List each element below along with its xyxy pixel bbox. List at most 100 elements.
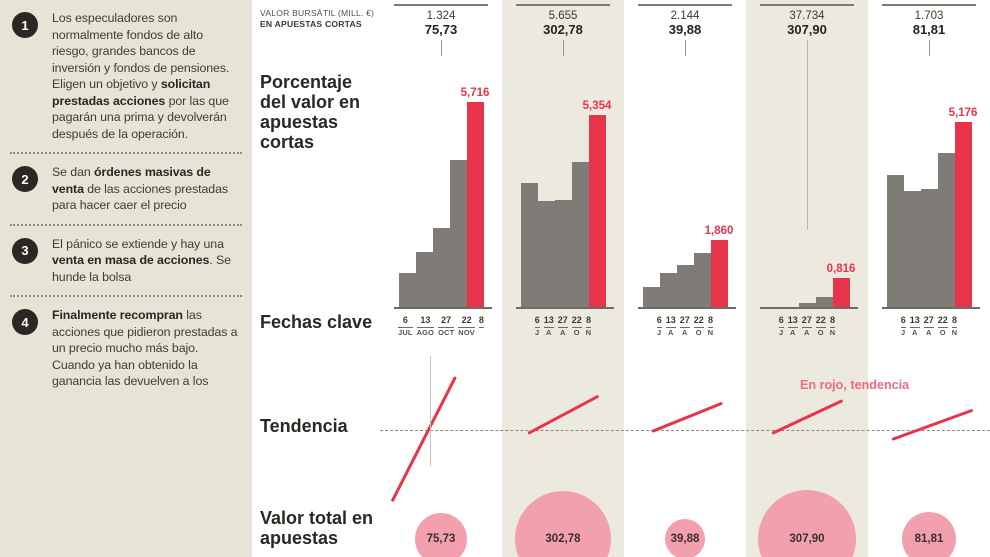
bar-baseline (760, 307, 858, 309)
date-rule (787, 326, 798, 328)
step-item-4: 4 Finalmente recompran las acciones que p… (0, 297, 252, 400)
bar-item (537, 201, 555, 307)
column-header-5: 1.703 81,81 (868, 4, 990, 57)
date-month: A (803, 327, 810, 337)
step-text: Se dan órdenes masivas de venta de las a… (52, 165, 228, 212)
short-bets-value: 75,73 (424, 22, 458, 38)
date-cell: 6 JUL (398, 315, 413, 337)
date-rule (829, 326, 836, 328)
date-month: A (911, 327, 918, 337)
short-bets-value: 39,88 (668, 22, 702, 38)
header-tick-mark (684, 40, 686, 57)
row-label-porcentaje: Porcentaje del valor en apuestas cortas (260, 72, 361, 153)
date-day: 22 (815, 315, 826, 325)
column-header-4: 37.734 307,90 (746, 4, 868, 231)
value-bubble-5: 81,81 (902, 512, 956, 557)
date-month: A (667, 327, 674, 337)
date-rule (398, 326, 413, 328)
bar-group-5: 5,176 (868, 57, 990, 307)
date-day: 6 (656, 315, 662, 325)
date-axis-4: 6 J 13 A 27 A 22 O 8 N (746, 315, 868, 337)
date-rule (951, 326, 958, 328)
date-cell: 22 O (693, 315, 704, 337)
date-cell: 8 (478, 315, 484, 337)
bar-item (415, 251, 433, 307)
step-divider (10, 295, 242, 297)
date-cell: 13 A (665, 315, 676, 337)
date-month: AGO (416, 327, 435, 337)
header-tick-mark (928, 40, 930, 57)
column-header-3: 2.144 39,88 (624, 4, 746, 57)
bar-item (676, 264, 694, 307)
steps-sidebar: 1 Los especuladores son normalmente fondo… (0, 0, 252, 557)
step-text: El pánico se extiende y hay una venta en… (52, 236, 231, 284)
bar-value-label: 1,860 (704, 225, 734, 238)
trend-baseline (380, 430, 990, 431)
bar-current (832, 277, 850, 307)
date-day: 6 (900, 315, 906, 325)
bar-group-2: 5,354 (502, 57, 624, 307)
bar-historic (571, 161, 589, 307)
bar-historic (693, 252, 711, 307)
date-rule (693, 326, 704, 328)
bar-item (520, 183, 538, 307)
step-number-badge: 3 (12, 237, 38, 264)
bar-item (815, 296, 833, 307)
date-rule (778, 326, 784, 328)
bar-baseline (394, 307, 492, 309)
bar-item (571, 161, 589, 307)
bar-historic (815, 296, 833, 307)
bar-historic (903, 190, 921, 307)
date-rule (801, 326, 812, 328)
trend-legend-note: En rojo, tendencia (800, 378, 910, 392)
bar-group-3: 1,860 (624, 57, 746, 307)
short-bets-value: 302,78 (543, 22, 583, 38)
date-cell: 13 A (787, 315, 798, 337)
market-value: 5.655 (548, 10, 578, 22)
step-number-badge: 1 (12, 12, 38, 38)
date-rule (571, 326, 582, 328)
bar-historic (398, 272, 416, 307)
bar-item: 5,176 (949, 107, 977, 307)
date-cell: 27 A (679, 315, 690, 337)
date-rule (656, 326, 662, 328)
date-axis-5: 6 J 13 A 27 A 22 O 8 N (868, 315, 990, 337)
bar-baseline (638, 307, 736, 309)
bar-item (937, 153, 955, 307)
date-rule (679, 326, 690, 328)
bar-historic (642, 287, 660, 307)
market-value: 2.144 (670, 10, 700, 22)
bar-historic (415, 251, 433, 307)
header-rule (760, 4, 854, 6)
date-rule (900, 326, 906, 328)
bar-item (449, 160, 467, 307)
bar-item: 5,716 (461, 87, 489, 307)
header-market-value-label: VALOR BURSÁTIL (MILL. €) (260, 8, 375, 18)
date-month: J (535, 327, 540, 337)
bar-item (659, 272, 677, 307)
date-month: OCT (438, 327, 455, 337)
date-day: 6 (534, 315, 540, 325)
date-month: A (545, 327, 552, 337)
date-rule (534, 326, 540, 328)
trend-vertical-guide (430, 356, 431, 466)
date-day: 8 (952, 315, 958, 325)
step-number-badge: 4 (12, 309, 38, 335)
bar-item (693, 252, 711, 307)
date-rule (937, 326, 948, 328)
date-rule (478, 326, 484, 328)
date-rule (458, 326, 475, 328)
date-day: 13 (665, 315, 676, 325)
date-rule (416, 326, 435, 328)
bar-item (798, 303, 816, 307)
date-month (479, 329, 484, 337)
date-day: 13 (543, 315, 554, 325)
step-number-badge: 2 (12, 166, 38, 192)
bar-item (398, 272, 416, 307)
